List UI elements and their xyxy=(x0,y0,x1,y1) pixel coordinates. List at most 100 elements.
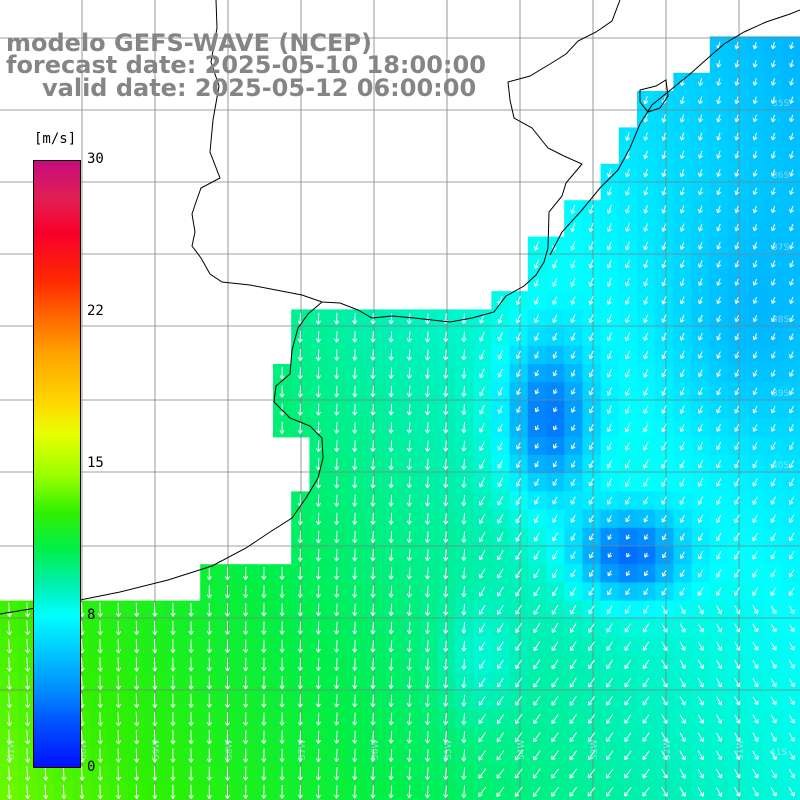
wind-arrow xyxy=(752,696,759,706)
wind-arrow xyxy=(406,331,412,343)
wind-arrow xyxy=(496,732,505,743)
wind-arrow xyxy=(333,621,340,635)
wind-arrow xyxy=(443,349,449,361)
wind-arrow xyxy=(734,460,740,469)
wind-arrow xyxy=(497,677,504,688)
wind-arrow xyxy=(715,587,722,596)
wind-arrow xyxy=(606,314,612,324)
wind-arrow xyxy=(661,768,668,779)
wind-arrow xyxy=(552,514,558,524)
wind-arrow xyxy=(661,605,668,615)
colorbar-tick-8: 8 xyxy=(87,607,96,623)
wind-arrow xyxy=(370,494,376,507)
wind-arrow xyxy=(788,478,795,487)
wind-arrow xyxy=(206,693,212,708)
wind-arrow xyxy=(115,711,122,727)
wind-arrow xyxy=(478,677,486,688)
wind-arrow xyxy=(788,496,795,505)
wind-arrow xyxy=(624,732,632,742)
wind-arrow xyxy=(206,621,212,635)
wind-arrow xyxy=(588,241,594,251)
wind-arrow xyxy=(315,639,321,653)
wind-arrow xyxy=(514,786,523,797)
wind-arrow xyxy=(752,60,758,68)
wind-arrow xyxy=(770,114,776,123)
wind-arrow xyxy=(661,477,667,487)
wind-arrow xyxy=(406,494,412,507)
wind-arrow xyxy=(788,678,795,688)
wind-arrow xyxy=(625,259,630,269)
wind-arrow xyxy=(479,404,485,415)
wind-arrow xyxy=(770,78,776,86)
wind-arrow xyxy=(152,657,158,672)
wind-arrow xyxy=(571,406,576,413)
wind-arrow xyxy=(315,730,321,744)
wind-arrow xyxy=(588,259,594,269)
wind-arrow xyxy=(478,786,487,797)
wind-arrow xyxy=(97,675,103,690)
wind-arrow xyxy=(734,532,740,542)
wind-arrow xyxy=(661,150,667,159)
wind-arrow xyxy=(297,694,303,708)
wind-arrow xyxy=(406,749,412,762)
wind-arrow xyxy=(606,241,612,251)
wind-arrow xyxy=(734,315,740,323)
wind-arrow xyxy=(424,712,431,726)
wind-arrow xyxy=(370,440,376,452)
wind-arrow xyxy=(406,712,412,726)
wind-arrow xyxy=(624,677,632,688)
wind-arrow xyxy=(789,369,794,377)
wind-arrow xyxy=(79,784,85,799)
wind-arrow xyxy=(715,677,723,688)
wind-arrow xyxy=(625,386,631,396)
wind-arrow xyxy=(606,677,614,688)
wind-arrow xyxy=(570,204,576,214)
wind-arrow xyxy=(789,114,795,123)
wind-arrow xyxy=(661,350,667,360)
wind-arrow xyxy=(497,477,504,488)
wind-arrow xyxy=(789,315,794,323)
wind-arrow xyxy=(606,695,614,706)
wind-arrow xyxy=(734,750,741,761)
wind-arrow xyxy=(788,569,795,578)
wind-arrow xyxy=(443,513,449,525)
wind-arrow xyxy=(752,187,758,195)
wind-arrow xyxy=(497,368,503,378)
wind-arrow xyxy=(642,696,650,706)
wind-arrow xyxy=(533,713,541,725)
wind-arrow xyxy=(552,259,558,269)
wind-arrow xyxy=(752,768,759,779)
wind-arrow xyxy=(534,332,539,341)
wind-arrow xyxy=(569,732,577,743)
wind-arrow xyxy=(752,387,758,396)
wind-arrow xyxy=(279,675,285,690)
wind-arrow xyxy=(370,331,376,343)
wind-arrow xyxy=(661,695,668,706)
wind-arrow xyxy=(115,657,122,672)
wind-arrow xyxy=(734,169,740,177)
wind-arrow xyxy=(643,150,649,160)
wind-arrow xyxy=(770,587,777,596)
wind-arrow xyxy=(279,784,285,799)
wind-arrow xyxy=(551,750,559,761)
wind-arrow xyxy=(625,332,631,342)
wind-arrow xyxy=(461,749,467,762)
wind-arrow xyxy=(479,459,486,470)
wind-arrow xyxy=(297,621,303,635)
wind-arrow xyxy=(679,732,686,743)
wind-arrow xyxy=(770,187,776,195)
wind-arrow xyxy=(606,750,614,761)
forecast-date: forecast date: 2025-05-10 18:00:00 xyxy=(6,51,486,79)
wind-arrow xyxy=(533,241,539,251)
wind-arrow xyxy=(496,768,505,779)
wind-arrow xyxy=(661,570,667,577)
wind-arrow xyxy=(606,277,612,287)
wind-arrow xyxy=(570,332,576,341)
wind-arrow xyxy=(224,621,231,635)
wind-arrow xyxy=(679,296,685,305)
wind-arrow xyxy=(752,114,758,123)
wind-arrow xyxy=(734,696,741,706)
wind-arrow xyxy=(643,168,649,178)
wind-arrow xyxy=(188,602,194,617)
wind-arrow xyxy=(461,404,467,415)
